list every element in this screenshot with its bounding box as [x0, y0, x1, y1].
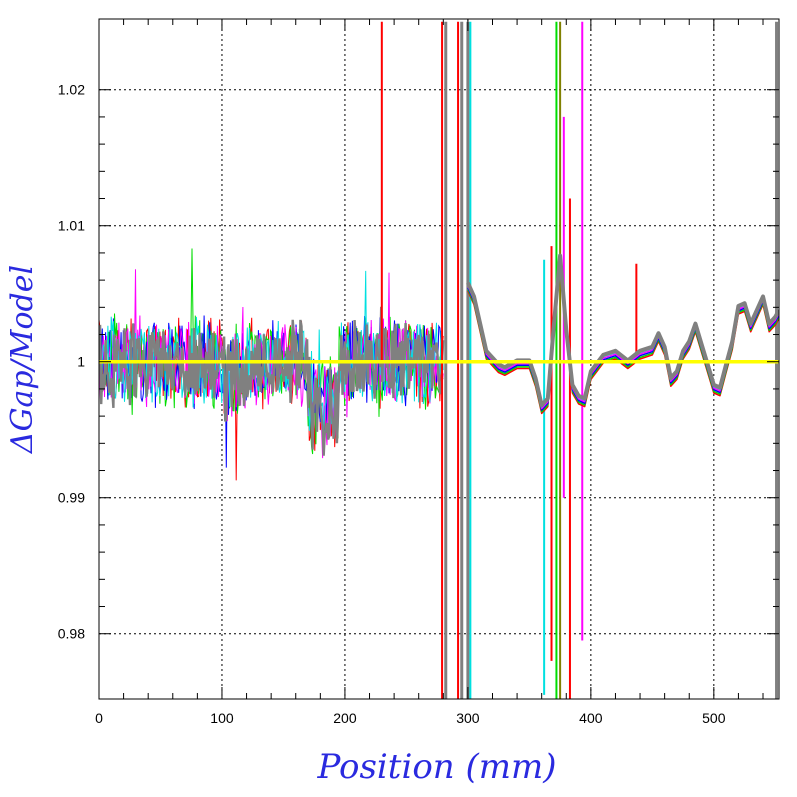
y-tick-label: 0.99: [58, 490, 85, 506]
noisy-series-line: [99, 306, 445, 456]
x-tick-label: 100: [210, 710, 234, 726]
noise-series-group: [99, 248, 445, 481]
y-tick-label: 1.02: [58, 82, 85, 98]
y-tick-labels: 0.98 0.99 1 1.01 1.02: [58, 82, 85, 642]
x-tick-label: 500: [702, 710, 726, 726]
x-tick-label: 200: [333, 710, 357, 726]
plot-frame: [98, 18, 780, 700]
x-tick-labels: 0 100 200 300 400 500: [95, 710, 726, 726]
smooth-series-line: [466, 253, 779, 408]
y-tick-label: 1.01: [58, 218, 85, 234]
x-axis-title: Position (mm): [316, 747, 556, 787]
x-tick-label: 300: [456, 710, 480, 726]
y-tick-label: 0.98: [58, 626, 85, 642]
x-tick-label: 400: [579, 710, 603, 726]
y-tick-label: 1: [77, 354, 85, 370]
smooth-series-group: [466, 253, 779, 415]
noisy-series-line: [99, 270, 444, 440]
tick-group: [98, 19, 779, 699]
x-tick-label: 0: [95, 710, 103, 726]
y-axis-title: ΔGap/Model: [5, 265, 40, 454]
